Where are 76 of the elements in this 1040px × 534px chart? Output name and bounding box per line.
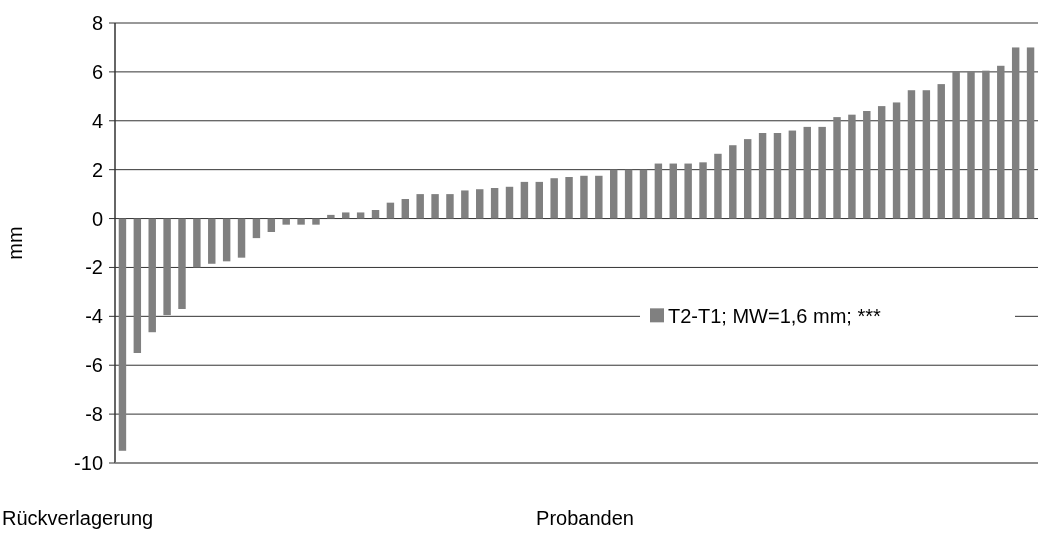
bar: [490, 188, 499, 219]
bar: [818, 126, 826, 219]
bar: [535, 181, 543, 219]
bar: [208, 218, 216, 264]
bar: [952, 71, 960, 219]
y-axis-title: mm: [4, 226, 26, 260]
bar: [803, 126, 811, 219]
x-axis-title: Probanden: [536, 507, 634, 529]
bar: [892, 102, 901, 219]
y-tick-label: 6: [91, 60, 103, 83]
bar: [505, 186, 514, 219]
bar: [833, 117, 841, 219]
bar: [461, 190, 469, 219]
bar: [401, 199, 410, 219]
bar: [282, 218, 290, 225]
bar: [1026, 47, 1035, 219]
bar: [699, 162, 707, 219]
bar: [654, 163, 663, 219]
bar: [342, 212, 350, 219]
bar: [371, 210, 380, 219]
bar: [773, 133, 782, 219]
bar: [863, 111, 871, 219]
bar: [163, 218, 171, 316]
bar: [386, 202, 395, 219]
bar: [327, 214, 335, 219]
bar: [922, 90, 931, 219]
bar: [729, 145, 737, 219]
bar: [237, 218, 246, 258]
bar: [222, 218, 231, 262]
bar: [788, 130, 797, 219]
bar: [1011, 47, 1020, 219]
y-tick-label: -10: [74, 452, 103, 474]
bar: [877, 106, 886, 219]
bar: [907, 90, 916, 219]
bar: [431, 194, 439, 219]
bar: [580, 175, 588, 219]
bar: [267, 218, 276, 232]
text: Rückverlagerung: [2, 507, 154, 529]
bar: [684, 163, 692, 219]
bar: [520, 181, 529, 219]
bar: [178, 218, 186, 309]
bar: [446, 194, 454, 219]
y-tick-label: 2: [91, 158, 103, 181]
bar: [356, 212, 365, 219]
bar: [565, 177, 573, 219]
bar: [743, 139, 752, 219]
y-tick-label: -6: [85, 354, 103, 377]
bar: [714, 153, 722, 219]
bar: [252, 218, 261, 239]
bar: [297, 218, 305, 225]
bar: [550, 178, 558, 219]
y-tick-label: 8: [91, 12, 103, 34]
bar: [758, 133, 767, 219]
y-tick-label: -4: [85, 305, 103, 328]
bar: [937, 84, 945, 219]
legend-label: T2-T1; MW=1,6 mm; ***: [668, 305, 882, 328]
bar: [476, 189, 484, 219]
bar: [848, 114, 856, 219]
y-tick-label: 4: [91, 109, 103, 132]
bar: [610, 169, 618, 219]
bar: [982, 70, 990, 219]
y-tick-label: 0: [91, 207, 103, 230]
y-tick-label: -8: [85, 403, 103, 426]
bar: [148, 218, 156, 333]
bar: [595, 175, 603, 219]
y-tick-label: -2: [85, 256, 103, 279]
bar: [416, 194, 424, 219]
bar: [312, 218, 320, 225]
bar: [133, 218, 142, 353]
bar: [967, 71, 975, 219]
bar: [669, 163, 677, 219]
bar: [193, 218, 201, 268]
bar: [997, 65, 1005, 219]
bar: [118, 218, 127, 451]
bar: [624, 169, 633, 219]
bar: [639, 169, 648, 219]
